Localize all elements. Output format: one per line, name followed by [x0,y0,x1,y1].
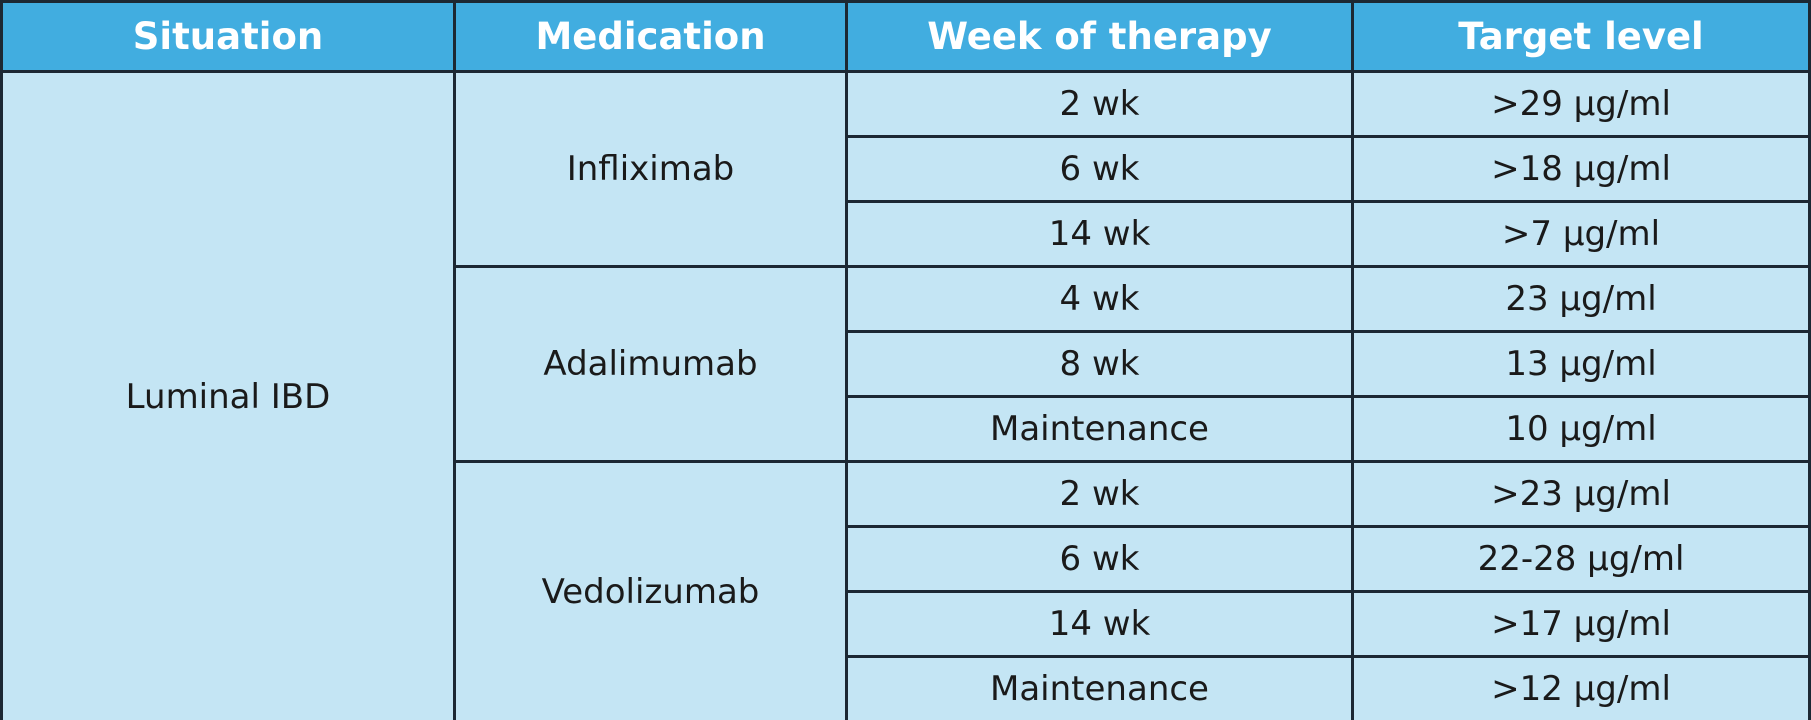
target-cell: >17 µg/ml [1354,593,1808,655]
header-cell: Medication [456,3,845,70]
medication-cell: Infliximab [456,73,845,265]
target-cell: 23 µg/ml [1354,268,1808,330]
header-cell: Week of therapy [848,3,1351,70]
target-cell: >29 µg/ml [1354,73,1808,135]
target-cell: >12 µg/ml [1354,658,1808,720]
week-cell: Maintenance [848,658,1351,720]
week-cell: 4 wk [848,268,1351,330]
week-cell: 14 wk [848,593,1351,655]
medication-cell: Adalimumab [456,268,845,460]
target-cell: 13 µg/ml [1354,333,1808,395]
week-cell: 2 wk [848,73,1351,135]
target-cell: >23 µg/ml [1354,463,1808,525]
target-cell: >7 µg/ml [1354,203,1808,265]
header-cell: Target level [1354,3,1808,70]
target-cell: 22-28 µg/ml [1354,528,1808,590]
medication-cell: Vedolizumab [456,463,845,720]
week-cell: 6 wk [848,528,1351,590]
week-cell: Maintenance [848,398,1351,460]
week-cell: 14 wk [848,203,1351,265]
header-cell: Situation [3,3,453,70]
week-cell: 2 wk [848,463,1351,525]
week-cell: 8 wk [848,333,1351,395]
week-cell: 6 wk [848,138,1351,200]
situation-cell: Luminal IBD [3,73,453,720]
target-cell: >18 µg/ml [1354,138,1808,200]
target-cell: 10 µg/ml [1354,398,1808,460]
